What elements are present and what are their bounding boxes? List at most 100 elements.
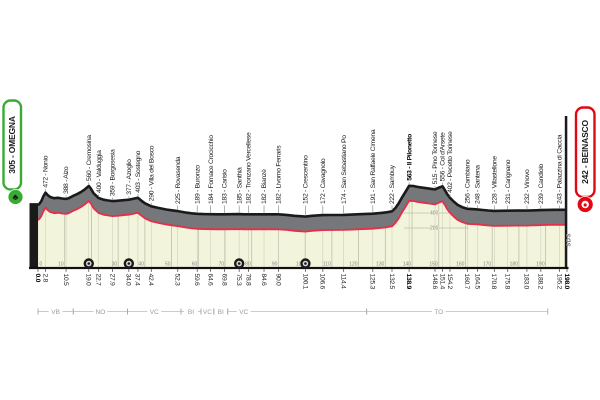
province-bracket: VC [227,308,368,316]
designer-signature: SDS [567,233,573,247]
km-label: 64.6 [206,274,213,287]
profile-top-edge [37,184,567,218]
km-label: 69.8 [220,274,227,287]
km-label: 10.5 [62,274,69,287]
waypoint-label: 403 - Sostegno [135,150,142,192]
province-label: BI [218,309,224,316]
axis-marker [123,258,135,269]
province-bracket: VB [37,308,74,316]
province-label: TO [434,309,443,316]
km-label: 0.0 [34,274,41,283]
axis-marker [83,258,94,269]
axis-tick-number: 110 [323,262,331,268]
start-wall [29,203,38,268]
profile-shadow-band [38,185,567,232]
km-label: 19.0 [85,274,92,287]
km-label: 59.6 [193,274,200,287]
waypoint-label: 189 - Buronzo [194,165,201,204]
axis-marker [300,258,311,269]
waypoint-label: 402 - Pecetto Torinese [447,131,454,193]
axis-tick-number: 170 [483,262,492,268]
km-label: 27.9 [108,274,115,287]
waypoint-label: 185 - Santhià [236,167,243,204]
km-label: 22.7 [94,274,101,287]
province-label: NO [96,309,106,316]
finish-label: 242 - BEINASCO [580,120,590,184]
axis-tick-number: 190 [536,262,545,268]
waypoint-label: 184 - Fornace Crocicchio [208,135,215,204]
start-icon-glyph: ♣ [13,192,19,202]
start-banner: 305 - OMEGNA ♣ [2,99,24,205]
province-label: BI [188,309,194,316]
province-label: VC [239,309,248,316]
km-label: 114.4 [339,274,346,290]
waypoint-label: 243 - Palazzina di Caccia [557,134,564,204]
axis-tick-number: 140 [403,262,412,268]
axis-tick-number: 40 [138,262,144,268]
km-label: 2.8 [41,274,48,283]
axis-tick-number: 130 [376,262,385,268]
km-label: 138.9 [405,274,412,290]
km-label: 164.5 [473,274,480,290]
waypoint-label: 172 - Cavagnolo [320,158,327,204]
waypoint-label: 556 - Col d'Arsete [440,132,447,181]
finish-icon-dot [583,203,587,207]
province-bracket: BI [213,308,229,316]
x-axis [29,266,569,270]
km-label: 106.6 [319,274,326,290]
km-label: 151.4 [438,274,445,290]
waypoint-label: 400 - Valduggia [96,150,103,193]
axis-tick-number: 150 [429,262,438,268]
province-bracket: VC [127,308,182,316]
province-bracket: VC [200,308,215,316]
axis-tick-number: 100 [296,262,305,268]
profile-red-line [37,199,567,233]
km-label: 75.3 [235,274,242,287]
waypoint-label: 239 - Candiolo [538,163,545,204]
waypoint-label: 377 - Azoglio [126,159,133,195]
waypoint-label: 248 - Santena [475,165,482,204]
province-bracket: BI [180,308,202,316]
km-label: 175.8 [503,274,510,290]
waypoint-label: 222 - Sambuy [389,164,396,204]
km-label: 34.0 [125,274,132,287]
waypoint-label: 182 - Bianzè [261,169,268,204]
waypoint-label: 174 - San Sebastiano Po [341,135,348,204]
province-label: VB [51,309,60,316]
axis-tick-number: 10 [58,262,64,268]
waypoint-label: 182 - Livorno Ferraris [276,145,283,204]
waypoint-label: 515 - Pino Torinese [432,131,439,184]
waypoint-label: 225 - Rovasenda [175,156,182,204]
km-label: 188.2 [537,274,544,290]
axis-tick-number: 120 [349,262,358,268]
waypoint-label: 563 - Il Pilonetto [406,134,413,181]
km-label: 52.3 [174,274,181,287]
km-label: 132.5 [388,274,395,290]
waypoint-label: 152 - Crescentino [303,155,310,204]
km-label: 100.1 [301,274,308,290]
waypoint-label: 560 - Cremosina [86,135,93,181]
province-label: VC [150,309,159,316]
km-label: 78.8 [244,274,251,287]
start-icon [7,189,24,205]
km-label: 84.6 [260,274,267,287]
waypoint-label: 231 - Carignano [505,159,512,204]
waypoint-label: 256 - Cambiano [465,159,472,204]
axis-tick-number: 50 [165,262,171,268]
finish-banner: 242 - BEINASCO [574,106,596,213]
waypoint-label: 191 - San Raffaele Cimena [370,129,377,204]
km-label: 170.8 [490,274,497,290]
province-bracket: TO [366,308,549,316]
axis-tick-number: 90 [272,262,278,268]
km-label: 90.0 [274,274,281,287]
km-label: 42.4 [147,274,154,287]
axis-tick-number: 30 [112,262,118,268]
km-label: 125.3 [369,274,376,290]
km-label: 148.6 [431,274,438,290]
km-label: 37.4 [134,274,141,287]
axis-tick-number: 60 [192,262,198,268]
axis-tick-number: 0 [40,262,43,268]
waypoint-label: 359 - Borgosesia [110,149,117,196]
waypoint-label: 182 - Tronzano Vercellese [246,132,253,204]
